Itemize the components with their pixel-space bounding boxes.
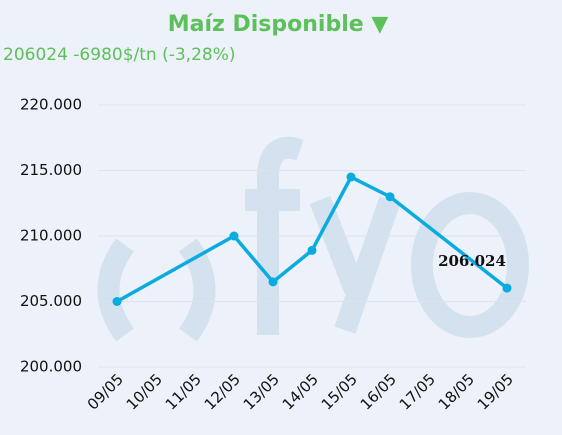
point [112,297,122,306]
point [502,283,512,293]
watermark [97,136,529,342]
y-tick-label: 205.000 [20,292,82,310]
y-tick-label: 210.000 [20,227,82,245]
point [268,277,278,287]
y-tick-label: 215.000 [20,161,82,179]
point [385,192,395,202]
point [346,172,356,182]
y-tick-label: 220.000 [20,96,82,114]
chart-title: Maíz Disponible ▼ [168,12,389,37]
subtitle: 206024 -6980$/tn (-3,28%) [3,45,236,65]
data-label: 206.024 [438,252,506,270]
point [307,245,317,255]
point [229,231,239,241]
y-tick-label: 200.000 [20,358,82,376]
